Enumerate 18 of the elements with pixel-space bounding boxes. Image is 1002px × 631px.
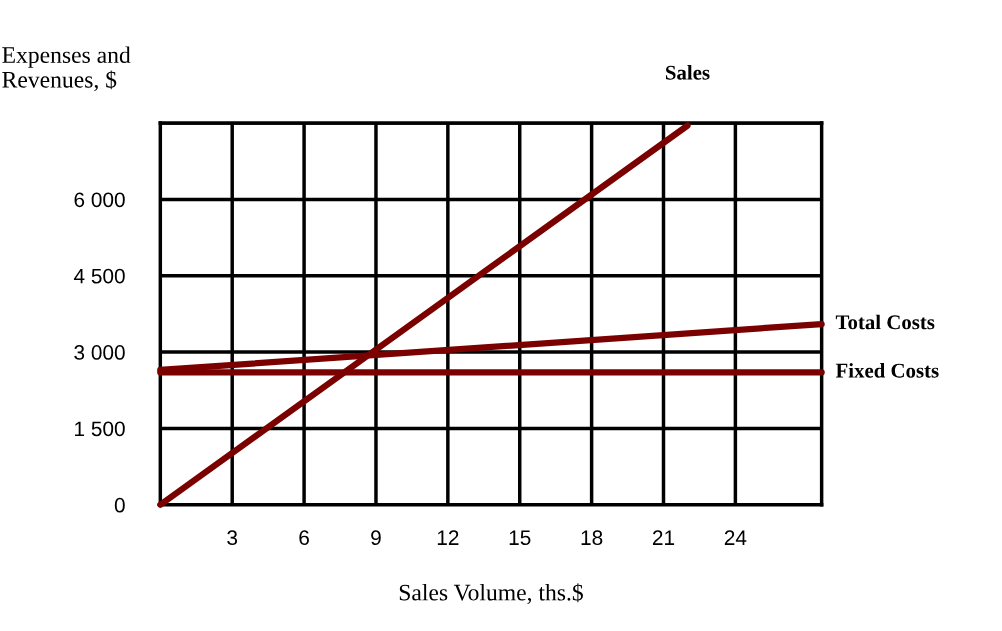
y-tick-label: 1 500 bbox=[75, 421, 125, 437]
x-tick-label: 18 bbox=[581, 530, 603, 546]
x-tick-label: 24 bbox=[724, 530, 747, 545]
y-tick-label: 4 500 bbox=[73, 268, 125, 284]
x-axis-title: Sales Volume, ths.$ bbox=[399, 583, 583, 604]
series-label: Fixed Costs bbox=[835, 363, 939, 378]
text: Sales bbox=[666, 65, 710, 80]
y-axis-title: Expenses and Revenues, $ bbox=[2, 46, 131, 92]
x-tick-label: 3 bbox=[227, 530, 238, 546]
y-tick-label: 3 000 bbox=[74, 345, 125, 360]
series-label: Total Costs bbox=[835, 314, 935, 330]
x-tick-label: 21 bbox=[652, 530, 675, 545]
x-tick-label: 9 bbox=[371, 530, 381, 546]
x-tick-label: 6 bbox=[299, 530, 309, 546]
x-tick-label: 15 bbox=[509, 530, 531, 546]
x-tick-label: 12 bbox=[437, 530, 459, 545]
y-tick-label: 0 bbox=[114, 497, 125, 513]
y-tick-label: 6 000 bbox=[74, 192, 125, 208]
